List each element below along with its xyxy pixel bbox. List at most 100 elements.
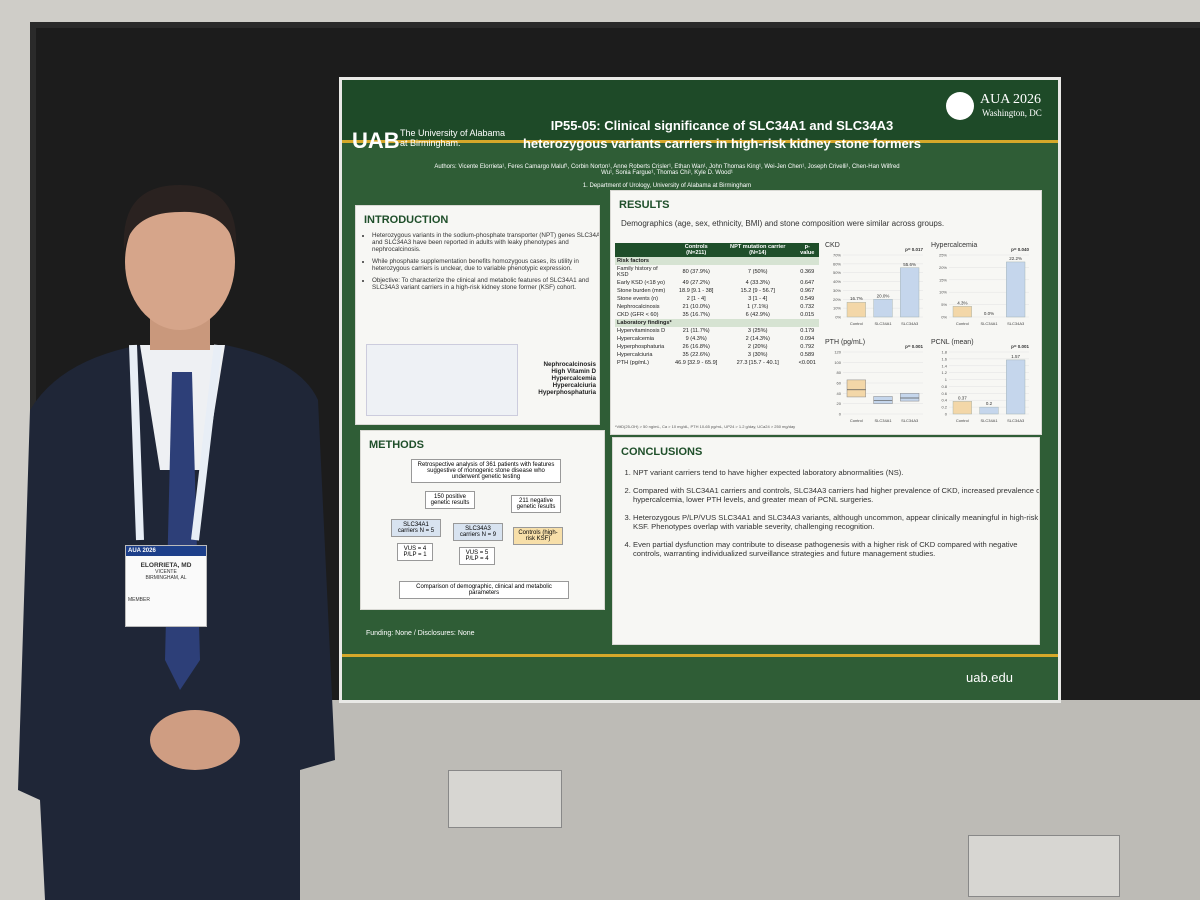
y-tick-label: 60	[837, 381, 842, 386]
table-header: Controls (N=211) NPT mutation carrier (N=…	[615, 243, 819, 257]
x-tick-label: SLC34A3	[901, 321, 919, 326]
flow-box: Retrospective analysis of 361 patients w…	[411, 459, 561, 483]
url: uab.edu	[966, 670, 1013, 685]
figure-label: Hyperphosphaturia	[538, 389, 596, 396]
hair	[123, 185, 237, 250]
results-panel: RESULTS Demographics (age, sex, ethnicit…	[610, 190, 1042, 435]
box	[846, 379, 866, 398]
bar	[1006, 261, 1026, 318]
x-tick-label: SLC34A1	[980, 321, 998, 326]
flow-box: Controls (high-risk KSF)	[513, 527, 563, 545]
table-row: CKD (GFR < 60) 35 (16.7%) 6 (42.9%) 0.015	[615, 311, 819, 319]
table-cell: Hypervitaminosis D	[617, 328, 666, 334]
section-heading: INTRODUCTION	[364, 214, 449, 226]
value-label: 0.2	[986, 401, 993, 406]
section-cell: Laboratory findings*	[615, 319, 819, 327]
value-label: 20.0%	[877, 293, 890, 298]
lanyard	[129, 344, 222, 541]
bar	[952, 306, 972, 318]
p-value: p= 0.017	[905, 247, 923, 252]
table-cell: 0.967	[800, 288, 815, 294]
table-cell: 0.647	[800, 280, 815, 286]
p-value: p= 0.001	[1011, 344, 1029, 349]
table-cell: 27.3 [15.7 - 40.1]	[736, 360, 779, 366]
y-tick-label: 1.4	[941, 363, 947, 368]
badge-name: ELORRIETA, MD	[140, 562, 192, 569]
table-row: Hypercalciuria 35 (22.6%) 3 (30%) 0.589	[615, 351, 819, 359]
table-cell: 2 (14.3%)	[745, 336, 770, 342]
bar	[1006, 359, 1026, 415]
flow-box: SLC34A3 carriers N = 9	[453, 523, 503, 541]
table-row: Stone events (n) 2 [1 - 4] 3 [1 - 4] 0.549	[615, 295, 819, 303]
mini-chart: PTH (pg/mL) p= 0.001 0 20 40 60 80 100 120 Contro…	[825, 339, 923, 423]
value-label: 1.57	[1011, 354, 1020, 359]
location: Washington, DC	[982, 108, 1042, 118]
bar	[952, 401, 972, 415]
table-row: Stone burden (mm) 18.9 [9.1 - 38] 15.2 [9 …	[615, 287, 819, 295]
conclusion: NPT variant carriers tend to have higher…	[633, 468, 1039, 477]
affiliation: 1. Department of Urology, University of …	[582, 183, 752, 189]
badge: AUA 2026 ELORRIETA, MD VICENTE BIRMINGHA…	[125, 545, 207, 627]
y-tick-label: 60%	[833, 261, 841, 266]
x-tick-label: Control	[850, 321, 863, 326]
table-cell: 3 (25%)	[747, 328, 768, 334]
introduction-panel: INTRODUCTION Heterozygous variants in th…	[355, 205, 600, 425]
outlet	[448, 770, 562, 828]
x-tick-label: Control	[956, 321, 969, 326]
table-cell: Stone burden (mm)	[617, 288, 666, 294]
table-cell: 18.9 [9.1 - 38]	[678, 288, 714, 294]
figure-label: Hypercalciuria	[552, 382, 596, 389]
y-tick-label: 80	[837, 370, 842, 375]
bar	[979, 406, 999, 415]
poster: UAB The University of Alabama at Birming…	[342, 80, 1058, 700]
chart-title: PTH (pg/mL)	[825, 339, 865, 346]
numbered-list: NPT variant carriers tend to have higher…	[621, 468, 1039, 567]
table-row: PTH (pg/mL) 46.9 [32.9 - 65.9] 27.3 [15.7 …	[615, 359, 819, 367]
table-row: Family history of KSD 80 (37.9%) 7 (50%) 0.…	[615, 265, 819, 279]
table-cell: 3 (30%)	[747, 352, 768, 358]
y-tick-label: 120	[834, 350, 841, 355]
table-cell: 0.732	[800, 304, 815, 310]
authors: Authors: Vicente Elorrieta¹, Feres Camar…	[434, 164, 900, 176]
table-cell: 21 (11.7%)	[682, 328, 710, 334]
mini-chart: Hypercalcemia p= 0.040 0% 5% 10% 15% 20% 25% Con…	[931, 242, 1029, 326]
bullet: Objective: To characterize the clinical …	[372, 277, 599, 291]
y-tick-label: 10%	[939, 290, 947, 295]
table-row: Hyperphosphaturia 26 (16.8%) 2 (20%) 0.792	[615, 343, 819, 351]
table-cell: 35 (16.7%)	[682, 312, 710, 318]
mini-chart: PCNL (mean) p= 0.001 0 0.2 0.4 0.6 0.8 1 1.2 1.4 1…	[931, 339, 1029, 423]
table-row: Hypercalcemia 9 (4.3%) 2 (14.3%) 0.094	[615, 335, 819, 343]
badge-event: AUA 2026	[126, 546, 206, 556]
y-tick-label: 10%	[833, 306, 841, 311]
table-cell: 0.549	[800, 296, 815, 302]
value-label: 0.0%	[984, 311, 994, 316]
head	[125, 194, 235, 330]
x-tick-label: SLC34A1	[874, 418, 892, 423]
table-cell: 9 (4.3%)	[685, 336, 707, 342]
x-tick-label: SLC34A1	[980, 418, 998, 423]
table-cell: Nephrocalcinosis	[617, 304, 660, 310]
table-cell: 2 (20%)	[747, 344, 768, 350]
value-label: 0.37	[958, 395, 967, 400]
results-bullet: Demographics (age, sex, ethnicity, BMI) …	[621, 219, 945, 228]
hands	[150, 710, 240, 770]
figure-label: Nephrocalcinosis	[543, 361, 597, 368]
conference: AUA 2026	[980, 92, 1042, 107]
institution: The University of Alabama at Birmingham.	[400, 128, 506, 148]
table-cell: Family history of KSD	[617, 266, 658, 278]
badge-first: VICENTE	[155, 569, 177, 575]
table-cell: 1 (7.1%)	[747, 304, 769, 310]
flow-box: VUS = 5 P/LP = 4	[459, 547, 495, 565]
poster-title: heterozygous variants carriers in high-r…	[522, 136, 922, 151]
section-row: Laboratory findings*	[615, 319, 819, 327]
value-label: 22.2%	[1009, 256, 1022, 261]
x-tick-label: Control	[850, 418, 863, 423]
x-tick-label: SLC34A1	[874, 321, 892, 326]
y-tick-label: 40	[837, 391, 842, 396]
section-cell: Risk factors	[615, 257, 819, 265]
bullet: Heterozygous variants in the sodium-phos…	[372, 232, 599, 253]
table-footnote: *VitD(25-OH) > 50 ng/mL, Ca > 10 mg/dL, …	[615, 424, 796, 429]
person	[18, 185, 335, 900]
outlet	[968, 835, 1120, 897]
